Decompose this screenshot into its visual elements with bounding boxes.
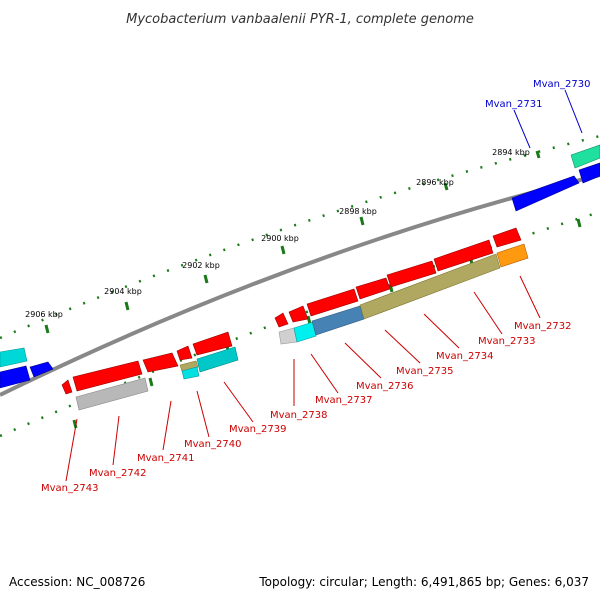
cds	[192, 331, 233, 356]
accession-text: Accession: NC_008726	[9, 575, 145, 589]
feature-olive	[179, 360, 199, 372]
forward-gene-labels: Mvan_2731 Mvan_2730	[485, 79, 590, 110]
forward-strand-features	[0, 144, 600, 389]
gene-label: Mvan_2740	[184, 439, 241, 450]
cds	[306, 288, 359, 317]
reverse-strand-features	[75, 243, 529, 411]
feature-blue-right-2	[578, 162, 600, 184]
gene-label: Mvan_2742	[89, 468, 146, 479]
scale-label: 2898 kbp	[339, 207, 377, 216]
gene-label: Mvan_2739	[229, 424, 286, 435]
cds	[142, 352, 179, 373]
genome-stats-text: Topology: circular; Length: 6,491,865 bp…	[258, 575, 589, 589]
cds	[176, 345, 193, 361]
cds	[72, 360, 143, 392]
cds	[355, 277, 391, 300]
feature-green-right	[570, 144, 600, 169]
gene-label: Mvan_2734	[436, 351, 493, 362]
feature-cyan	[181, 366, 200, 380]
outer-scale-line	[0, 134, 600, 340]
feature-teal	[196, 346, 239, 373]
cds	[386, 260, 437, 288]
reverse-leader-lines	[65, 275, 541, 482]
feature-olive-long	[359, 253, 501, 320]
forward-leader-lines	[513, 89, 583, 149]
genome-backbone	[0, 173, 600, 397]
gene-label: Mvan_2731	[485, 99, 542, 110]
outer-scale-ticks	[44, 150, 541, 334]
scale-label: 2904 kbp	[104, 287, 142, 296]
cds	[61, 379, 73, 395]
gene-label: Mvan_2738	[270, 410, 327, 421]
feature-cyan-left	[0, 347, 28, 368]
gene-label: Mvan_2737	[315, 395, 372, 406]
scale-label: 2900 kbp	[261, 234, 299, 243]
scale-labels: 2894 kbp 2896 kbp 2898 kbp 2900 kbp 2902…	[25, 148, 530, 319]
gene-label: Mvan_2743	[41, 483, 98, 494]
gene-label: Mvan_2736	[356, 381, 413, 392]
gene-label: Mvan_2741	[137, 453, 194, 464]
map-title: Mycobacterium vanbaalenii PYR-1, complet…	[126, 12, 474, 27]
feature-orange	[496, 243, 529, 268]
gene-label: Mvan_2732	[514, 321, 571, 332]
reverse-strand-cds	[61, 227, 522, 395]
feature-blue-left	[0, 365, 31, 389]
scale-label: 2906 kbp	[25, 310, 63, 319]
gene-label: Mvan_2730	[533, 79, 590, 90]
feature-cyan-2	[293, 321, 317, 343]
gene-label: Mvan_2733	[478, 336, 535, 347]
scale-label: 2896 kbp	[416, 178, 454, 187]
scale-label: 2902 kbp	[182, 261, 220, 270]
cds	[274, 312, 289, 328]
reverse-gene-labels: Mvan_2743 Mvan_2742 Mvan_2741 Mvan_2740 …	[41, 321, 571, 494]
scale-label: 2894 kbp	[492, 148, 530, 157]
cds	[433, 239, 494, 272]
cds	[288, 305, 309, 323]
feature-blue-right	[511, 175, 580, 212]
gene-label: Mvan_2735	[396, 366, 453, 377]
cds	[492, 227, 522, 248]
feature-blue-left-2	[29, 361, 54, 378]
feature-grey	[75, 377, 149, 411]
